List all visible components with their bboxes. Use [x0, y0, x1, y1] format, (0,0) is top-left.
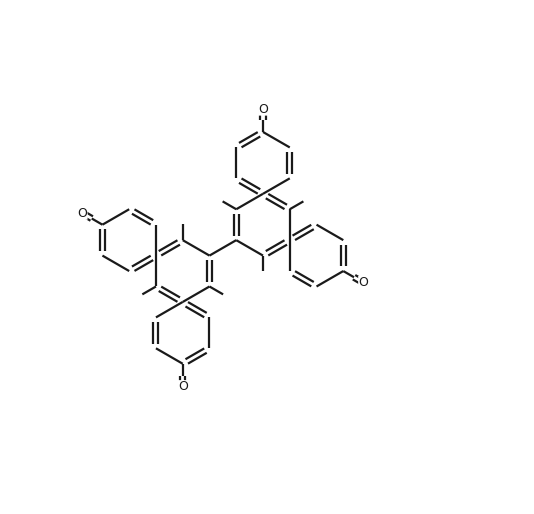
Text: O: O	[358, 276, 368, 289]
Text: O: O	[77, 207, 88, 220]
Text: O: O	[178, 380, 187, 393]
Text: O: O	[258, 103, 268, 116]
